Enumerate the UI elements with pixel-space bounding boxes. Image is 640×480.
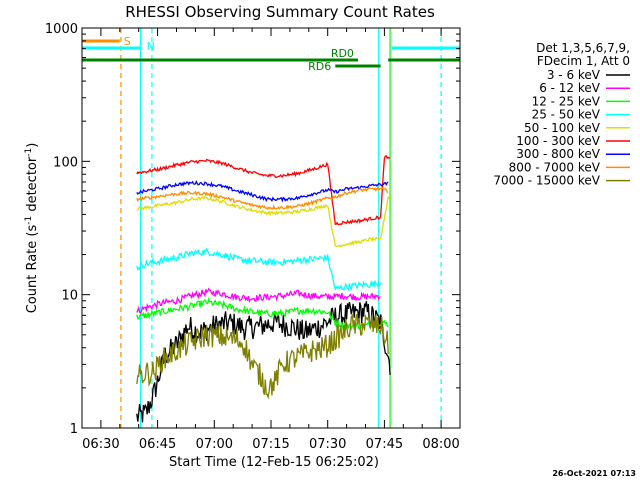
y-tick-label: 100 bbox=[53, 155, 78, 170]
series-line bbox=[136, 247, 382, 292]
legend-header-line-2: FDecim 1, Att 0 bbox=[537, 54, 630, 68]
x-tick-label: 07:45 bbox=[366, 437, 403, 452]
x-tick-label: 07:30 bbox=[309, 437, 346, 452]
x-axis-label: Start Time (12-Feb-15 06:25:02) bbox=[169, 455, 379, 470]
series-lines bbox=[136, 155, 391, 423]
x-tick-label: 07:15 bbox=[252, 437, 289, 452]
series-line bbox=[136, 287, 381, 314]
series-line bbox=[136, 313, 389, 400]
y-axis-ticks: 1 10 100 1000 bbox=[45, 22, 460, 437]
y-tick-label: 1000 bbox=[45, 22, 78, 37]
legend-label: 3 - 6 keV bbox=[547, 68, 601, 82]
event-markers bbox=[120, 28, 442, 428]
series-line bbox=[136, 155, 391, 226]
legend-label: 300 - 800 keV bbox=[516, 147, 600, 161]
legend-label: 50 - 100 keV bbox=[524, 121, 601, 135]
flag-label-n: N bbox=[147, 40, 155, 53]
legend-label: 100 - 300 keV bbox=[516, 134, 600, 148]
generated-timestamp: 26-Oct-2021 07:13 bbox=[552, 469, 636, 478]
legend-header-line-1: Det 1,3,5,6,7,9, bbox=[536, 41, 630, 55]
series-line bbox=[136, 195, 391, 248]
x-tick-label: 06:45 bbox=[139, 437, 176, 452]
legend: Det 1,3,5,6,7,9, FDecim 1, Att 0 3 - 6 k… bbox=[493, 41, 630, 188]
x-tick-label: 06:30 bbox=[82, 437, 119, 452]
y-axis-label: Count Rate (s-1 detector-1) bbox=[24, 143, 40, 314]
flag-label-s: S bbox=[124, 35, 131, 48]
x-tick-label: 07:00 bbox=[196, 437, 233, 452]
x-axis-ticks: 06:30 06:45 07:00 07:15 07:30 07:45 08:00 bbox=[81, 28, 461, 452]
y-tick-label: 10 bbox=[61, 289, 78, 304]
x-tick-label: 08:00 bbox=[422, 437, 459, 452]
legend-label: 6 - 12 keV bbox=[539, 81, 601, 95]
legend-label: 25 - 50 keV bbox=[532, 108, 601, 122]
legend-label: 12 - 25 keV bbox=[532, 94, 601, 108]
series-line bbox=[136, 301, 391, 423]
series-line bbox=[136, 186, 389, 211]
flag-label-rd0: RD0 bbox=[331, 47, 354, 60]
flag-label-rd6: RD6 bbox=[308, 60, 331, 73]
series-line bbox=[136, 179, 389, 203]
legend-label: 7000 - 15000 keV bbox=[493, 174, 600, 188]
y-tick-label: 1 bbox=[70, 422, 78, 437]
chart-title: RHESSI Observing Summary Count Rates bbox=[125, 3, 435, 21]
legend-label: 800 - 7000 keV bbox=[509, 160, 601, 174]
